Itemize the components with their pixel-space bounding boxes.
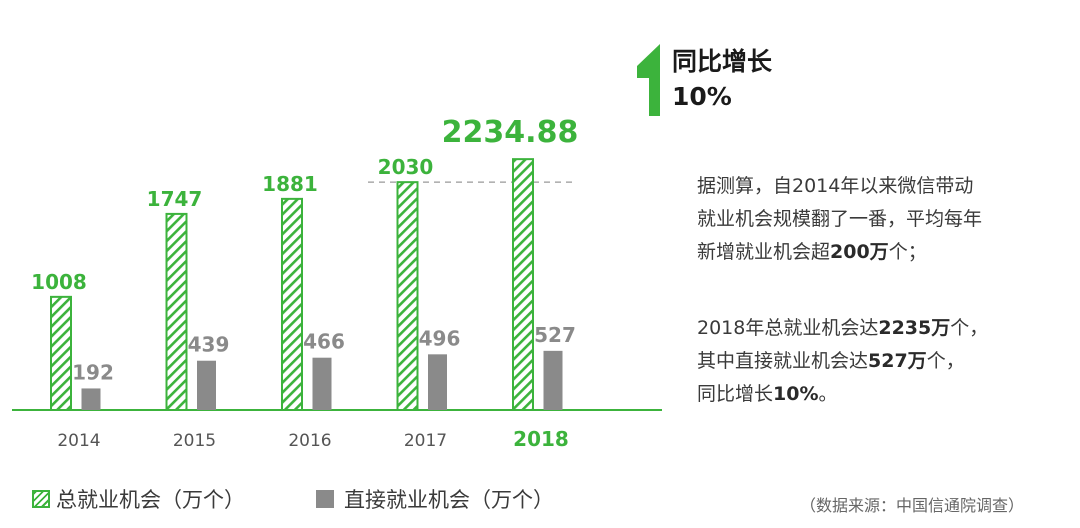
x-tick-label: 2016 bbox=[288, 431, 331, 451]
description-line: 就业机会规模翻了一番，平均每年 bbox=[697, 208, 983, 230]
value-label-direct: 527 bbox=[534, 323, 576, 347]
legend-swatch-direct bbox=[316, 490, 334, 508]
legend-label-direct: 直接就业机会（万个） bbox=[344, 488, 554, 512]
description-line: 据测算，自2014年以来微信带动 bbox=[697, 175, 974, 197]
value-label-total: 1008 bbox=[31, 270, 87, 294]
bar-direct bbox=[543, 350, 563, 410]
bar-total bbox=[512, 158, 534, 411]
value-label-total: 2030 bbox=[378, 155, 434, 179]
bar-direct bbox=[312, 357, 332, 410]
value-label-direct: 439 bbox=[188, 333, 230, 357]
value-label-total: 1881 bbox=[262, 172, 318, 196]
growth-value: 10% bbox=[672, 82, 732, 111]
x-tick-label: 2017 bbox=[404, 431, 447, 451]
legend-item-total: 总就业机会（万个） bbox=[32, 484, 245, 514]
bar-direct bbox=[428, 354, 447, 410]
description-line: 同比增长10%。 bbox=[697, 383, 838, 405]
legend-item-direct: 直接就业机会（万个） bbox=[316, 484, 554, 514]
bar-chart: 1008 192 2014 1747 439 2015 1881 466 2016 2030 496… bbox=[12, 115, 662, 451]
growth-badge: 同比增长 10% bbox=[636, 40, 836, 120]
legend-label-total: 总就业机会（万个） bbox=[56, 488, 245, 512]
data-source: （数据来源：中国信通院调查） bbox=[800, 496, 1025, 515]
description-paragraph-2: 2018年总就业机会达2235万个， 其中直接就业机会达527万个， 同比增长1… bbox=[697, 312, 988, 411]
bar-total bbox=[396, 181, 419, 411]
description-paragraph-1: 据测算，自2014年以来微信带动 就业机会规模翻了一番，平均每年 新增就业机会超… bbox=[697, 170, 982, 269]
x-tick-label: 2015 bbox=[173, 431, 216, 451]
legend-swatch-total bbox=[32, 490, 50, 508]
value-label-direct: 496 bbox=[419, 326, 461, 350]
description-line: 新增就业机会超200万个； bbox=[697, 241, 927, 263]
up-arrow-icon bbox=[637, 44, 660, 116]
growth-label: 同比增长 bbox=[672, 47, 773, 76]
x-tick-label: 2018 bbox=[513, 427, 569, 451]
bar-direct bbox=[197, 360, 216, 410]
value-label-total: 1747 bbox=[147, 187, 203, 211]
description-line: 2018年总就业机会达2235万个， bbox=[697, 317, 989, 339]
value-label-direct: 466 bbox=[303, 330, 345, 354]
value-label-total: 2234.88 bbox=[442, 115, 579, 150]
value-label-direct: 192 bbox=[72, 360, 114, 384]
bar-direct bbox=[81, 388, 101, 410]
x-tick-label: 2014 bbox=[57, 431, 100, 451]
bar-total bbox=[50, 295, 72, 412]
description-line: 其中直接就业机会达527万个， bbox=[697, 350, 965, 372]
bar-total bbox=[281, 197, 303, 411]
bar-total bbox=[165, 212, 188, 411]
